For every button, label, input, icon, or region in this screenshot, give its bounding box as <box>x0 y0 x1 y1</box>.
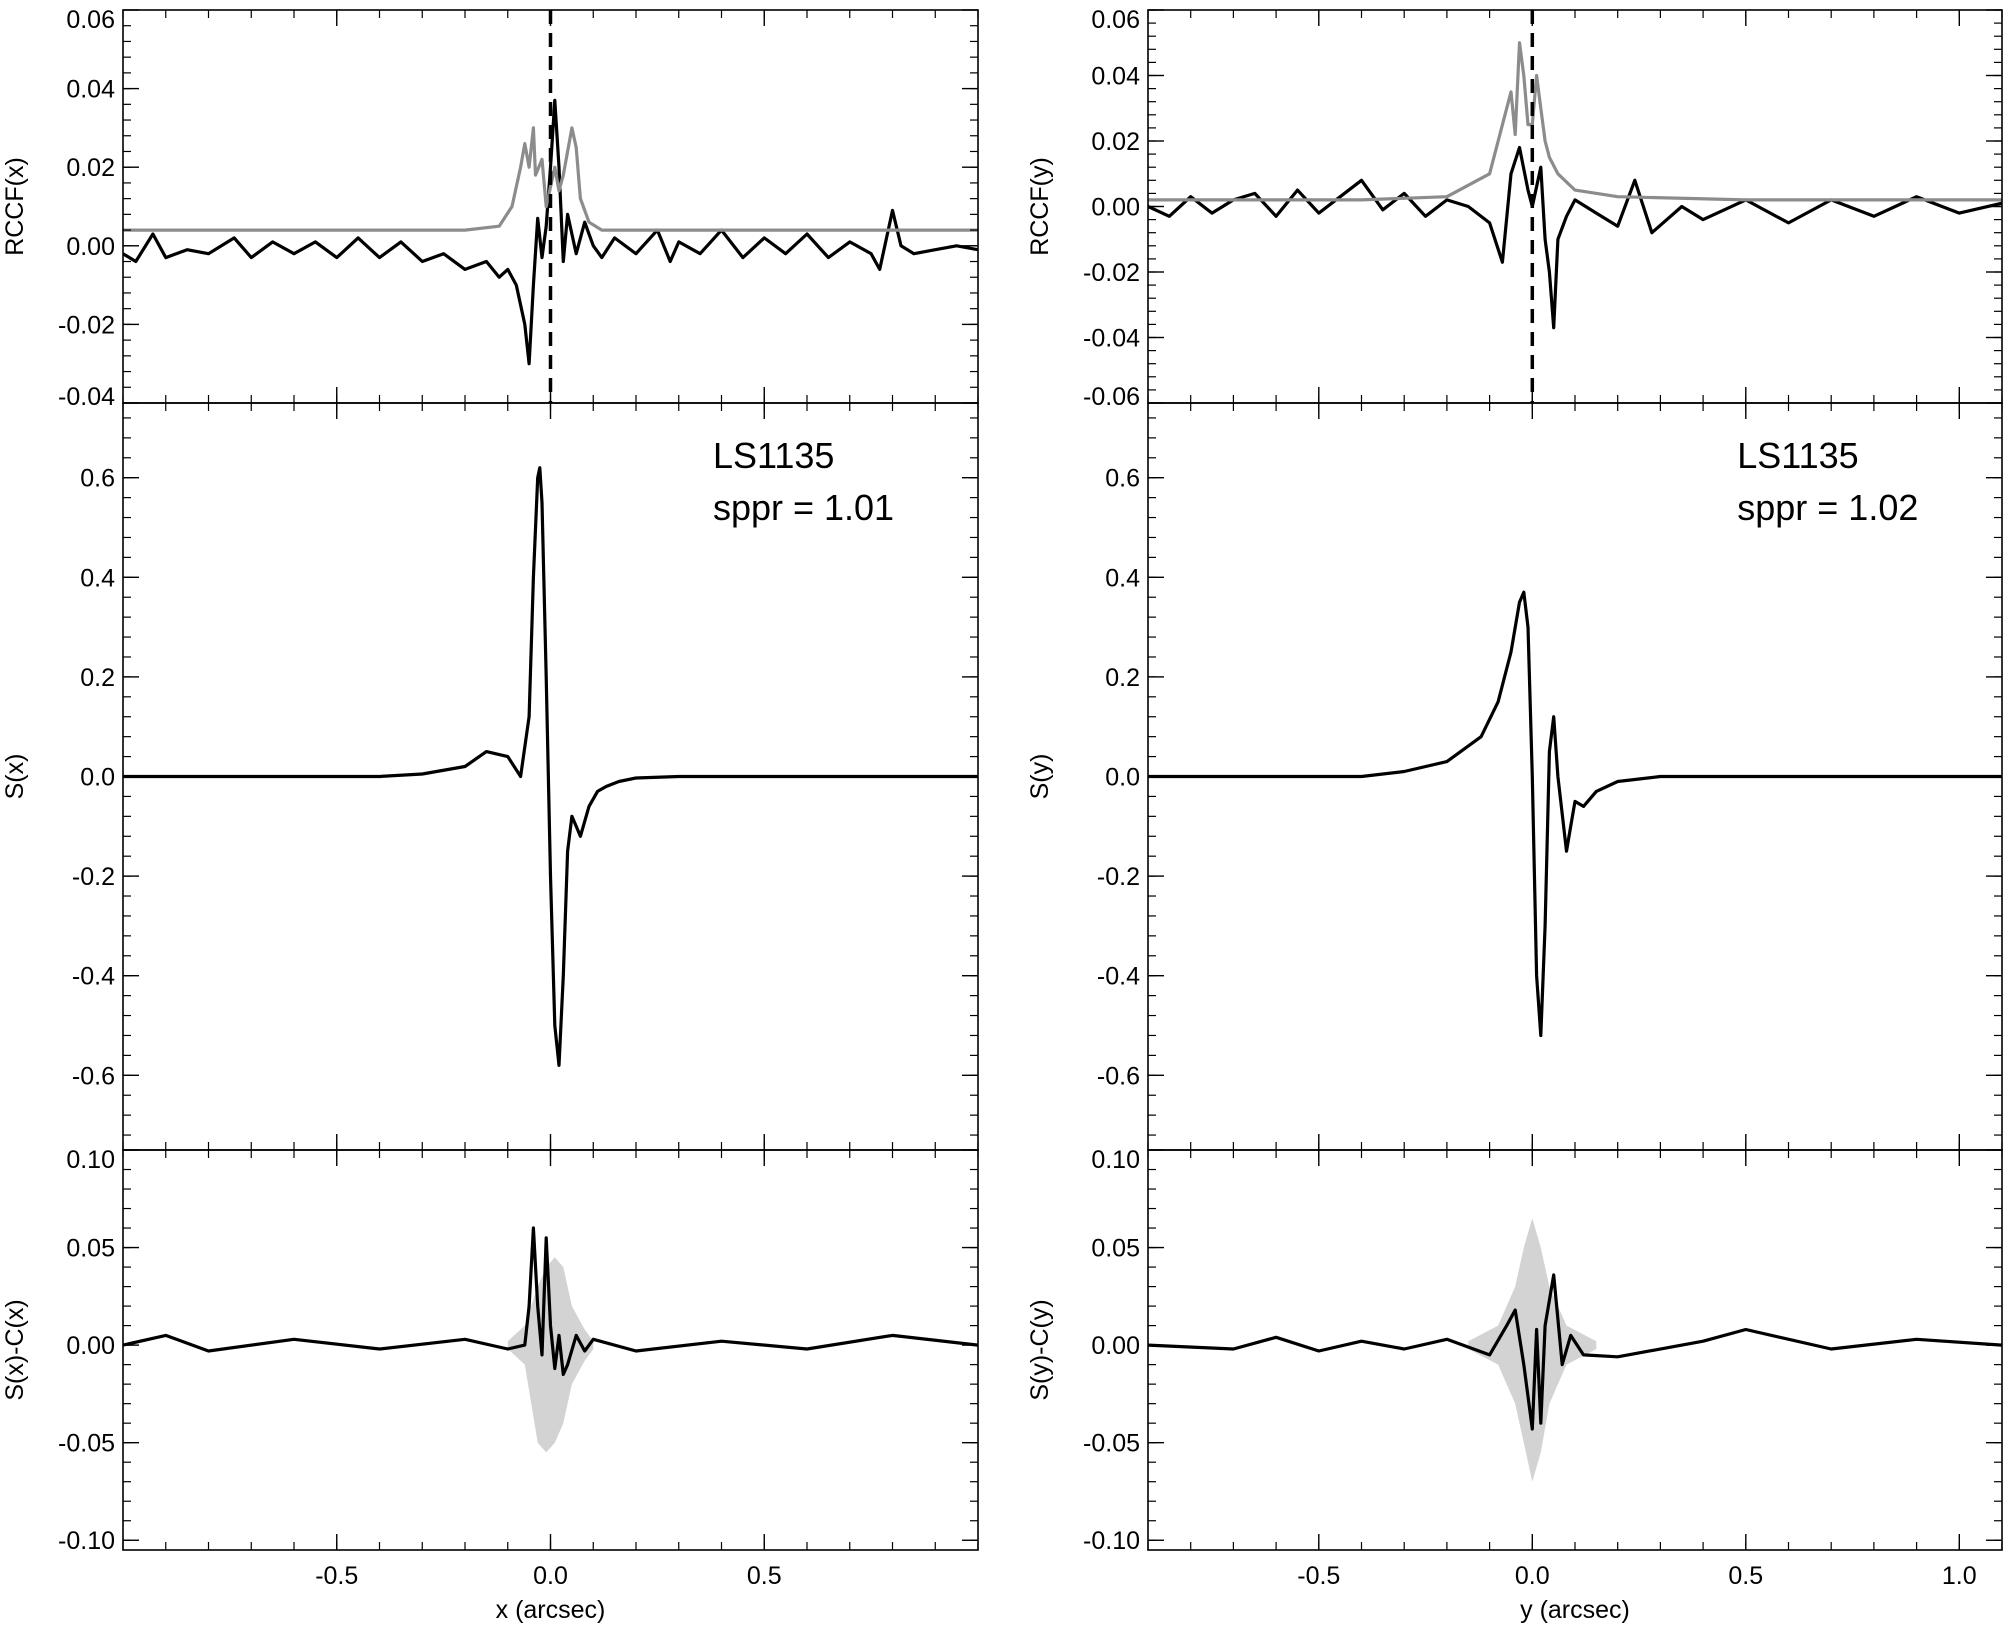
y-tick-label: -0.04 <box>1083 325 1140 353</box>
x-tick-label: -0.5 <box>1297 1562 1340 1590</box>
y-tick-label: 0.0 <box>80 764 115 792</box>
panel-rccf-y: -0.06 -0.04 -0.02 0.00 0.02 0.04 0.06 RCCF(y) <box>1026 6 2003 411</box>
y-tick-label: 0.6 <box>80 465 115 493</box>
y-tick-label: 0.4 <box>80 564 115 592</box>
y-axis-label: RCCF(y) <box>1026 157 1054 256</box>
y-axis-label: S(x) <box>1 754 29 800</box>
y-tick-label: -0.06 <box>1083 383 1140 411</box>
y-tick-label: 0.02 <box>1091 128 1140 156</box>
panel-s-x: -0.6 -0.4 -0.2 0.0 0.2 0.4 0.6 S(x) LS1135 sppr =… <box>1 402 979 1151</box>
annotation-text: LS1135 <box>713 435 834 476</box>
series-line-2 <box>123 126 978 232</box>
y-axis-label: S(y) <box>1026 754 1054 800</box>
series-line-1 <box>123 98 978 366</box>
x-tick-label: 0.0 <box>533 1562 568 1590</box>
y-tick-label: 0.00 <box>1091 194 1140 222</box>
y-tick-label: 0.00 <box>66 1332 115 1360</box>
y-tick-label: -0.02 <box>1083 259 1140 287</box>
y-tick-label: -0.04 <box>58 383 115 411</box>
x-axis-label: y (arcsec) <box>1520 1596 1630 1624</box>
uncertainty-band <box>507 1257 594 1453</box>
y-axis-label: S(x)-C(x) <box>1 1299 29 1400</box>
y-tick-label: -0.10 <box>1083 1527 1140 1555</box>
series-line-1 <box>1148 590 2002 1038</box>
y-tick-label: -0.6 <box>72 1062 115 1090</box>
panel-resid-y: -0.10 -0.05 0.00 0.05 0.10 -0.5 0.0 0.5 1.0 S(y)-… <box>1026 1146 2003 1624</box>
y-tick-label: 0.4 <box>1105 564 1140 592</box>
y-tick-label: 0.10 <box>1091 1146 1140 1174</box>
y-tick-label: 0.05 <box>1091 1235 1140 1263</box>
x-tick-label: -0.5 <box>315 1562 358 1590</box>
x-tick-label: 0.5 <box>1728 1562 1763 1590</box>
y-tick-label: 0.00 <box>66 233 115 261</box>
y-tick-label: 0.10 <box>66 1146 115 1174</box>
y-tick-label: -0.6 <box>1097 1062 1140 1090</box>
panel-s-y: -0.6 -0.4 -0.2 0.0 0.2 0.4 0.6 S(y) LS1135 sppr =… <box>1026 402 2003 1151</box>
y-tick-label: -0.2 <box>1097 863 1140 891</box>
x-tick-label: 0.5 <box>747 1562 782 1590</box>
y-tick-label: 0.2 <box>1105 664 1140 692</box>
panel-rccf-x: -0.04 -0.02 0.00 0.02 0.04 0.06 RCCF(x) <box>1 6 979 411</box>
uncertainty-band <box>1468 1218 1597 1482</box>
x-tick-label: 1.0 <box>1942 1562 1977 1590</box>
y-tick-label: 0.04 <box>1091 63 1140 91</box>
series-line-2 <box>1148 41 2002 202</box>
y-tick-label: -0.05 <box>58 1430 115 1458</box>
y-tick-label: -0.02 <box>58 311 115 339</box>
y-axis-label: S(y)-C(y) <box>1026 1299 1054 1400</box>
y-tick-label: -0.4 <box>1097 963 1140 991</box>
y-tick-label: 0.00 <box>1091 1332 1140 1360</box>
y-tick-label: 0.6 <box>1105 465 1140 493</box>
x-tick-label: 0.0 <box>1515 1562 1550 1590</box>
y-tick-label: 0.06 <box>1091 6 1140 34</box>
series-line-1 <box>1148 145 2002 330</box>
plot-frame <box>1147 9 2003 404</box>
series-line-1 <box>123 466 978 1067</box>
y-axis-label: RCCF(x) <box>1 157 29 256</box>
series-line-1 <box>1148 1273 2002 1431</box>
annotation-text: sppr = 1.01 <box>713 487 894 528</box>
y-tick-label: -0.10 <box>58 1527 115 1555</box>
series-line-1 <box>123 1226 978 1376</box>
x-axis-label: x (arcsec) <box>496 1596 606 1624</box>
y-tick-label: 0.04 <box>66 76 115 104</box>
y-tick-label: 0.05 <box>66 1235 115 1263</box>
panel-resid-x: -0.10 -0.05 0.00 0.05 0.10 -0.5 0.0 0.5 S(x)-C(x… <box>1 1146 979 1624</box>
y-tick-label: 0.02 <box>66 154 115 182</box>
y-tick-label: 0.0 <box>1105 764 1140 792</box>
annotation-text: sppr = 1.02 <box>1737 487 1918 528</box>
y-tick-label: 0.2 <box>80 664 115 692</box>
y-tick-label: 0.06 <box>66 6 115 34</box>
y-tick-label: -0.2 <box>72 863 115 891</box>
annotation-text: LS1135 <box>1737 435 1858 476</box>
y-tick-label: -0.4 <box>72 963 115 991</box>
y-tick-label: -0.05 <box>1083 1430 1140 1458</box>
